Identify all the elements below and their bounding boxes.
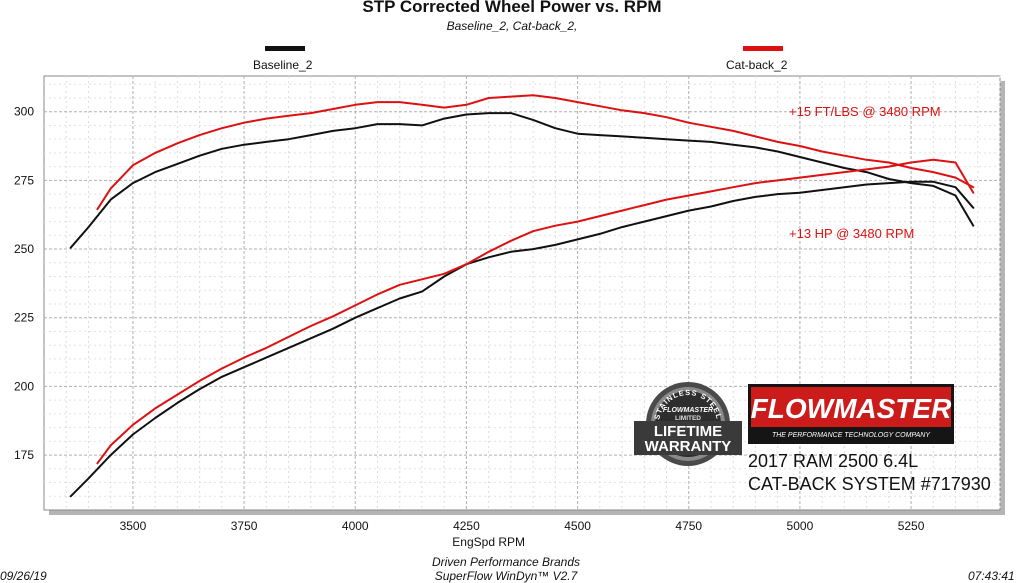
y-tick-label: 200 <box>14 379 34 393</box>
y-tick-label: 250 <box>14 242 34 256</box>
y-tick-label: 275 <box>14 173 34 187</box>
legend-label-baseline: Baseline_2 <box>253 58 313 72</box>
badge-limited: LIMITED <box>675 415 701 422</box>
badge-line1: LIFETIME <box>654 423 722 440</box>
vehicle-line1: 2017 RAM 2500 6.4L <box>748 451 919 471</box>
y-tick-label: 175 <box>14 448 34 462</box>
x-tick-label: 4750 <box>675 519 702 533</box>
badge-brand: FLOWMASTER <box>663 407 713 414</box>
y-tick-label: 225 <box>14 311 34 325</box>
series-line-cat-back-2-power <box>96 158 975 465</box>
x-tick-label: 4250 <box>453 519 480 533</box>
x-tick-label: 4500 <box>564 519 591 533</box>
footer-time: 07:43:41 <box>968 569 1015 583</box>
logo-brand: FLOWMASTER <box>751 393 952 424</box>
chart-subtitle: Baseline_2, Cat-back_2, <box>446 19 578 33</box>
x-tick-label: 5000 <box>787 519 814 533</box>
series-line-baseline-2-power <box>69 180 975 498</box>
x-tick-label: 3500 <box>120 519 147 533</box>
logo-tagline: THE PERFORMANCE TECHNOLOGY COMPANY <box>772 432 931 439</box>
series-line-cat-back-2-torque <box>96 94 975 211</box>
chart-title: STP Corrected Wheel Power vs. RPM <box>362 0 662 16</box>
series-line-baseline-2-torque <box>69 112 975 249</box>
x-tick-label: 3750 <box>231 519 258 533</box>
y-tick-label: 300 <box>14 105 34 119</box>
x-axis-label: EngSpd RPM <box>452 535 525 549</box>
power-gain-annotation: +13 HP @ 3480 RPM <box>789 226 915 241</box>
lifetime-warranty-badge: STAINLESS STEEL FLOWMASTER LIMITED LIFET… <box>634 382 742 466</box>
footer-line2: SuperFlow WinDyn™ V2.7 <box>434 569 578 583</box>
legend-swatch-baseline <box>265 46 305 51</box>
x-tick-label: 5250 <box>898 519 925 533</box>
legend-label-catback: Cat-back_2 <box>726 58 788 72</box>
torque-gain-annotation: +15 FT/LBS @ 3480 RPM <box>789 104 941 119</box>
footer-date: 09/26/19 <box>0 569 47 583</box>
x-tick-label: 4000 <box>342 519 369 533</box>
footer-line1: Driven Performance Brands <box>431 555 581 569</box>
plot-area <box>43 75 1001 511</box>
badge-line2: WARRANTY <box>645 438 732 455</box>
legend-swatch-catback <box>743 46 783 51</box>
vehicle-line2: CAT-BACK SYSTEM #717930 <box>748 474 991 494</box>
flowmaster-logo: FLOWMASTER THE PERFORMANCE TECHNOLOGY CO… <box>748 384 954 444</box>
